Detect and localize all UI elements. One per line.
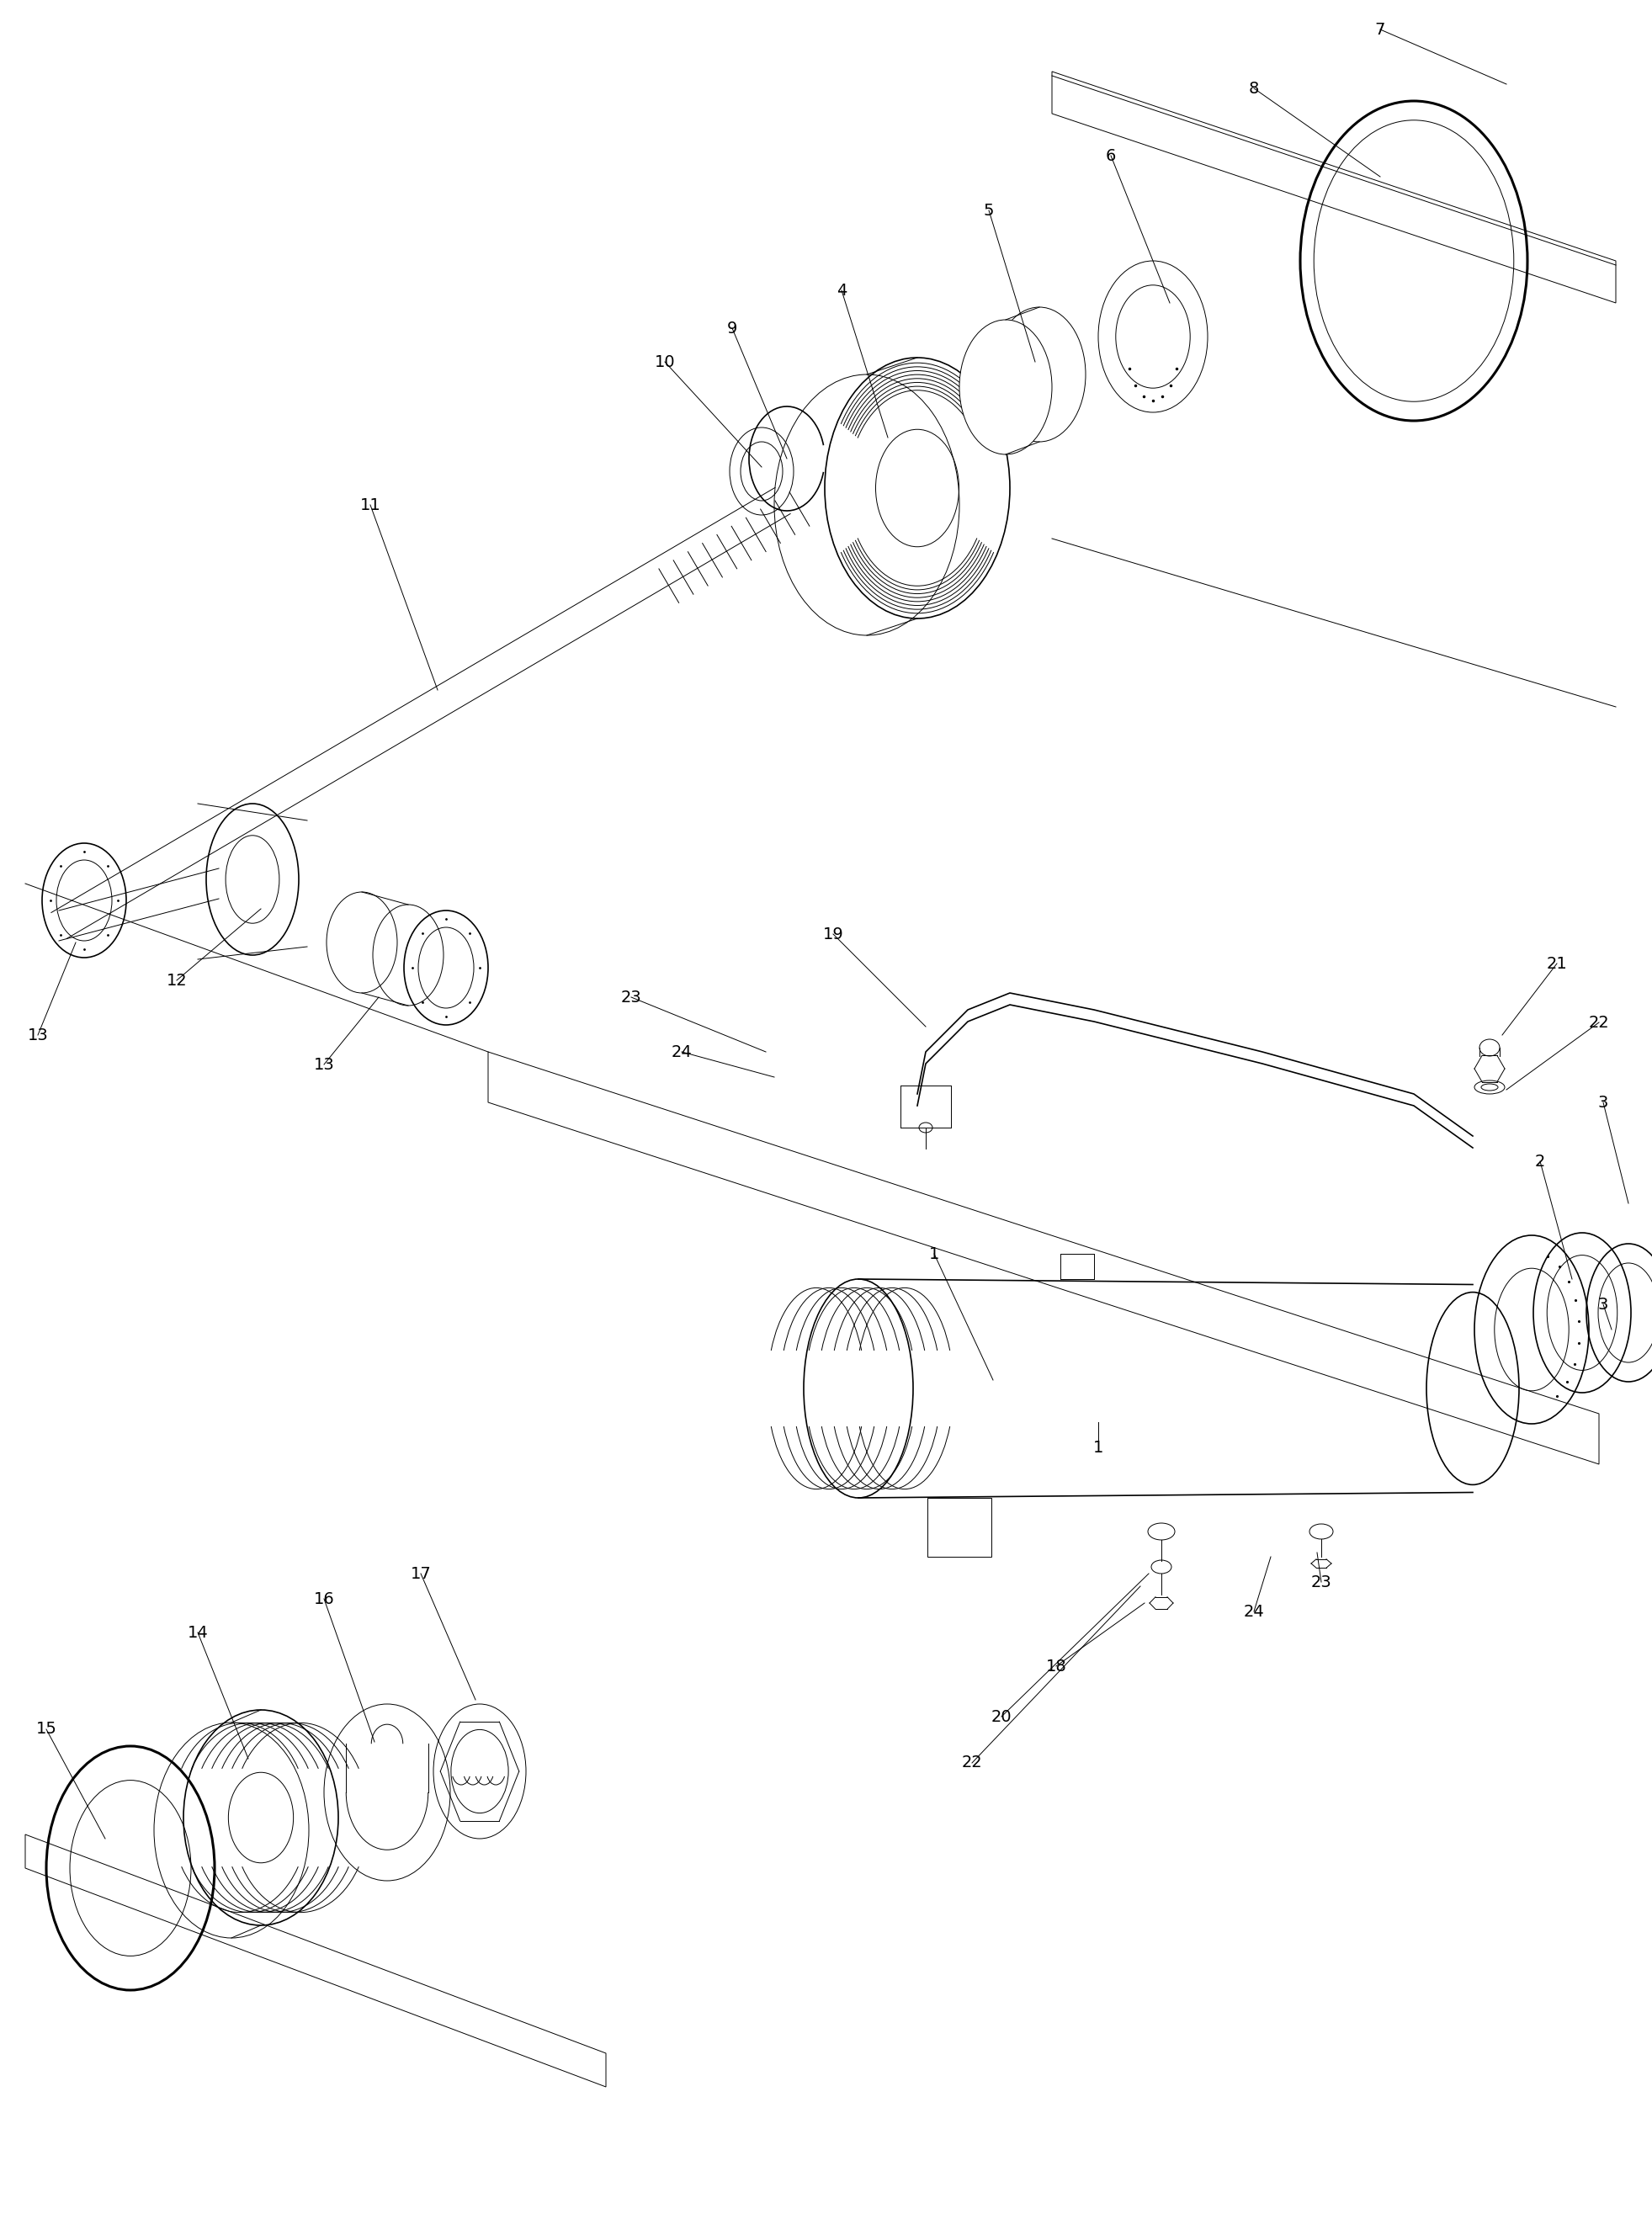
Text: 3: 3 bbox=[1597, 1296, 1609, 1312]
Text: 24: 24 bbox=[1244, 1602, 1264, 1620]
Text: 14: 14 bbox=[187, 1625, 208, 1640]
Text: 13: 13 bbox=[28, 1028, 48, 1044]
Text: 17: 17 bbox=[410, 1564, 431, 1582]
Text: 19: 19 bbox=[823, 925, 844, 941]
Bar bbox=[927, 1497, 991, 1558]
Text: 18: 18 bbox=[1046, 1658, 1067, 1674]
Text: 21: 21 bbox=[1546, 957, 1568, 972]
Text: 23: 23 bbox=[621, 990, 641, 1006]
Text: 10: 10 bbox=[654, 353, 676, 369]
Text: 15: 15 bbox=[36, 1721, 56, 1737]
Text: 9: 9 bbox=[727, 320, 737, 335]
Text: 1: 1 bbox=[1094, 1439, 1104, 1455]
Text: 7: 7 bbox=[1374, 22, 1386, 38]
Text: 3: 3 bbox=[1597, 1095, 1609, 1111]
Text: 24: 24 bbox=[671, 1044, 692, 1059]
Text: 23: 23 bbox=[1310, 1573, 1332, 1589]
Text: 22: 22 bbox=[961, 1754, 983, 1770]
Text: 6: 6 bbox=[1105, 148, 1117, 163]
Ellipse shape bbox=[824, 358, 1009, 619]
Text: 2: 2 bbox=[1535, 1153, 1545, 1169]
Text: 13: 13 bbox=[314, 1057, 334, 1073]
Text: 11: 11 bbox=[360, 496, 380, 512]
Text: 4: 4 bbox=[836, 282, 847, 297]
Text: 5: 5 bbox=[983, 203, 995, 219]
Text: 22: 22 bbox=[1589, 1015, 1609, 1030]
Text: 12: 12 bbox=[167, 972, 187, 988]
Ellipse shape bbox=[960, 320, 1052, 454]
Text: 16: 16 bbox=[314, 1591, 334, 1607]
Text: 1: 1 bbox=[928, 1245, 940, 1263]
Text: 8: 8 bbox=[1249, 80, 1259, 96]
Text: 20: 20 bbox=[991, 1708, 1011, 1725]
